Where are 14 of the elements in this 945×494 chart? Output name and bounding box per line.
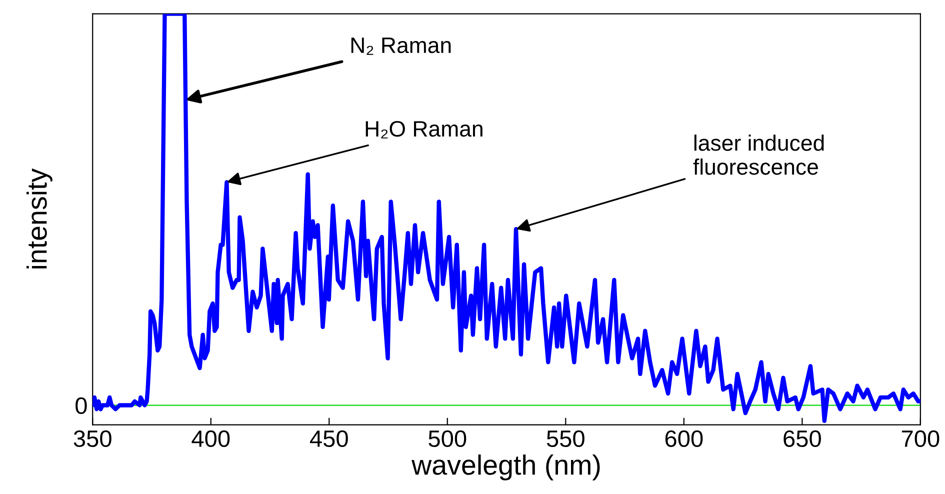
x-tick-label: 650 bbox=[784, 430, 821, 448]
annotation: H₂O Raman bbox=[366, 120, 482, 138]
x-tick-label: 500 bbox=[428, 430, 466, 448]
annotation: laser induced fluorescence bbox=[693, 134, 824, 175]
x-tick-label: 700 bbox=[902, 430, 940, 448]
ref-line-label: 0 bbox=[76, 397, 87, 414]
x-tick-label: 600 bbox=[665, 430, 703, 448]
x-tick-label: 350 bbox=[74, 430, 112, 448]
annotation: N₂ Raman bbox=[351, 38, 451, 55]
x-axis-title: wavelegth (nm) bbox=[412, 454, 600, 480]
y-axis-title: intensity bbox=[26, 168, 52, 268]
x-tick-label: 450 bbox=[310, 430, 348, 448]
x-tick-label: 400 bbox=[192, 430, 230, 448]
x-tick-label: 550 bbox=[546, 430, 584, 448]
